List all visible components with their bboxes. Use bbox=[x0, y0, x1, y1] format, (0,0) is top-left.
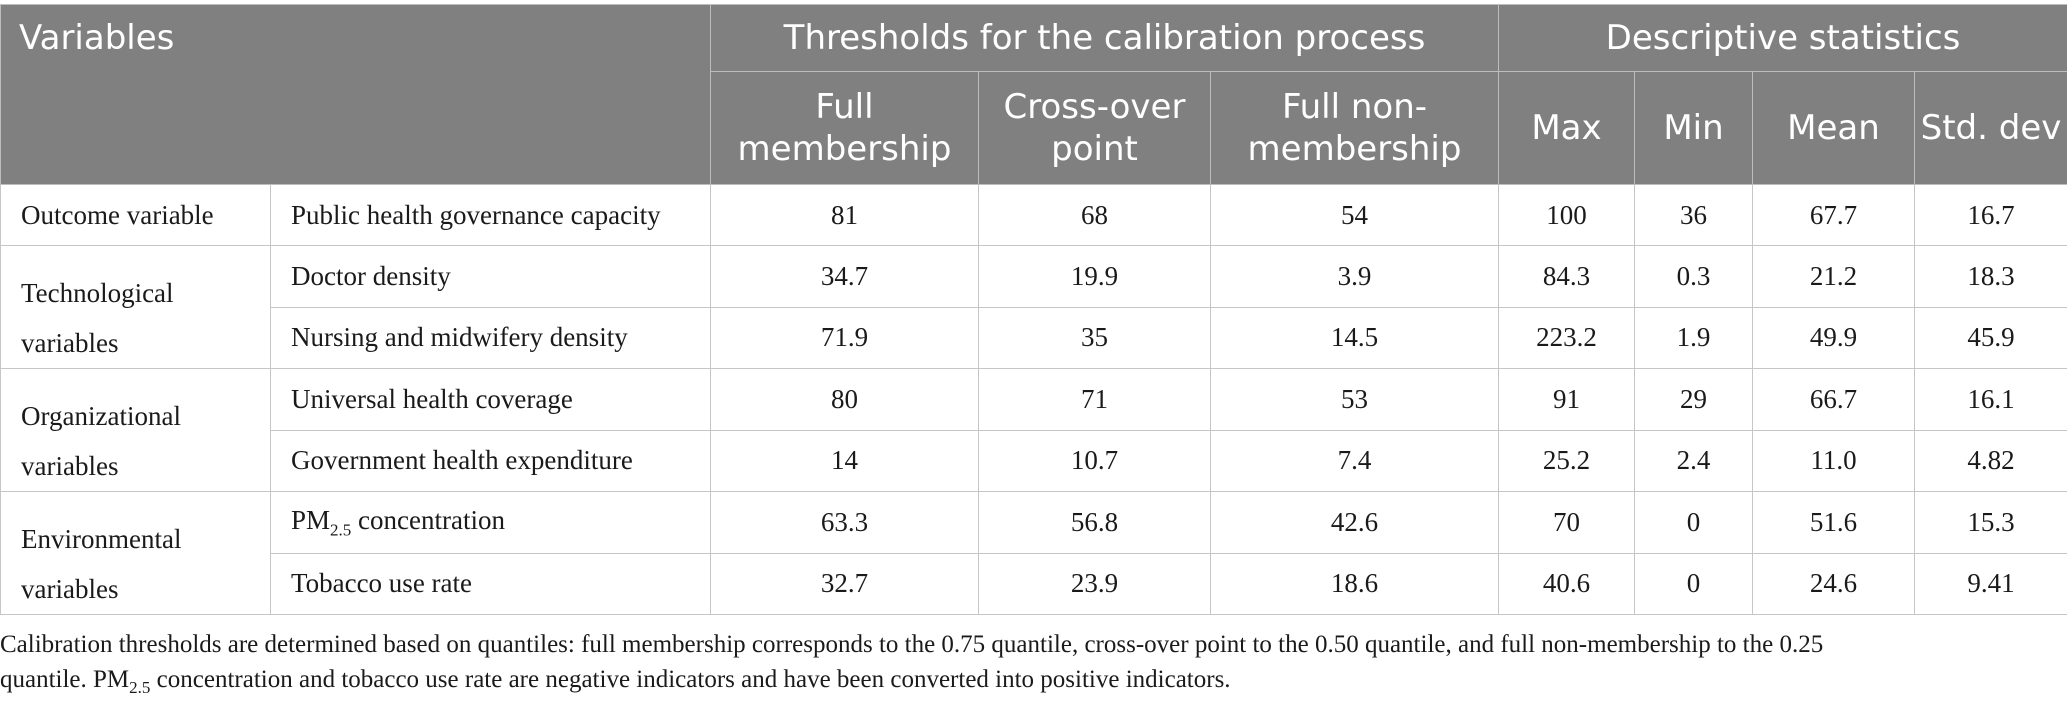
cell-mean: 67.7 bbox=[1753, 185, 1915, 246]
stats-group-header: Descriptive statistics bbox=[1499, 5, 2067, 72]
table-row: Nursing and midwifery density 71.9 35 14… bbox=[1, 307, 2067, 369]
pm-prefix: PM bbox=[291, 505, 330, 535]
table-header: Variables Thresholds for the calibration… bbox=[1, 5, 2067, 185]
cell-max: 100 bbox=[1499, 185, 1635, 246]
cell-mean: 49.9 bbox=[1753, 307, 1915, 369]
variable-name: Universal health coverage bbox=[271, 369, 711, 431]
table-row: Environmental variables PM2.5 concentrat… bbox=[1, 492, 2067, 554]
cell-max: 40.6 bbox=[1499, 553, 1635, 615]
cell-cross-over-point: 71 bbox=[979, 369, 1211, 431]
col-full-non-membership: Full non-membership bbox=[1211, 72, 1499, 185]
table-body: Outcome variable Public health governanc… bbox=[1, 185, 2067, 615]
cell-full-membership: 71.9 bbox=[711, 307, 979, 369]
pm-suffix: concentration bbox=[351, 505, 505, 535]
col-max: Max bbox=[1499, 72, 1635, 185]
calibration-table: Variables Thresholds for the calibration… bbox=[0, 4, 2067, 615]
variable-name: PM2.5 concentration bbox=[271, 492, 711, 554]
group-label-organizational: Organizational variables bbox=[1, 369, 271, 492]
group-label-outcome: Outcome variable bbox=[1, 185, 271, 246]
footnote-line-2: quantile. PM2.5 concentration and tobacc… bbox=[0, 662, 2067, 705]
table-row: Organizational variables Universal healt… bbox=[1, 369, 2067, 431]
thresholds-group-header: Thresholds for the calibration process bbox=[711, 5, 1499, 72]
cell-std-dev: 15.3 bbox=[1915, 492, 2067, 554]
footnote-text-start: quantile. PM bbox=[0, 666, 129, 693]
cell-mean: 21.2 bbox=[1753, 246, 1915, 308]
cell-cross-over-point: 19.9 bbox=[979, 246, 1211, 308]
cell-full-membership: 14 bbox=[711, 430, 979, 492]
group-label-technological: Technological variables bbox=[1, 246, 271, 369]
table-container: Variables Thresholds for the calibration… bbox=[0, 4, 2067, 615]
cell-max: 223.2 bbox=[1499, 307, 1635, 369]
cell-mean: 24.6 bbox=[1753, 553, 1915, 615]
footnote-line-1: Calibration thresholds are determined ba… bbox=[0, 627, 2067, 662]
cell-mean: 66.7 bbox=[1753, 369, 1915, 431]
variables-header: Variables bbox=[1, 5, 711, 185]
pm-subscript: 2.5 bbox=[330, 520, 351, 539]
cell-min: 29 bbox=[1635, 369, 1753, 431]
variable-name: Government health expenditure bbox=[271, 430, 711, 492]
cell-full-non-membership: 42.6 bbox=[1211, 492, 1499, 554]
cell-max: 84.3 bbox=[1499, 246, 1635, 308]
col-min: Min bbox=[1635, 72, 1753, 185]
cell-full-membership: 34.7 bbox=[711, 246, 979, 308]
cell-min: 0.3 bbox=[1635, 246, 1753, 308]
variable-name: Nursing and midwifery density bbox=[271, 307, 711, 369]
cell-full-membership: 32.7 bbox=[711, 553, 979, 615]
table-footnote: Calibration thresholds are determined ba… bbox=[0, 627, 2067, 705]
cell-cross-over-point: 10.7 bbox=[979, 430, 1211, 492]
col-std-dev: Std. dev bbox=[1915, 72, 2067, 185]
cell-std-dev: 9.41 bbox=[1915, 553, 2067, 615]
cell-mean: 51.6 bbox=[1753, 492, 1915, 554]
cell-cross-over-point: 56.8 bbox=[979, 492, 1211, 554]
cell-std-dev: 4.82 bbox=[1915, 430, 2067, 492]
cell-full-non-membership: 18.6 bbox=[1211, 553, 1499, 615]
cell-max: 70 bbox=[1499, 492, 1635, 554]
cell-min: 0 bbox=[1635, 553, 1753, 615]
cell-full-non-membership: 14.5 bbox=[1211, 307, 1499, 369]
cell-std-dev: 18.3 bbox=[1915, 246, 2067, 308]
cell-mean: 11.0 bbox=[1753, 430, 1915, 492]
cell-full-membership: 81 bbox=[711, 185, 979, 246]
col-mean: Mean bbox=[1753, 72, 1915, 185]
table-row: Technological variables Doctor density 3… bbox=[1, 246, 2067, 308]
cell-cross-over-point: 23.9 bbox=[979, 553, 1211, 615]
group-label-environmental: Environmental variables bbox=[1, 492, 271, 615]
cell-std-dev: 16.1 bbox=[1915, 369, 2067, 431]
variable-name: Tobacco use rate bbox=[271, 553, 711, 615]
cell-min: 0 bbox=[1635, 492, 1753, 554]
footnote-text-end: concentration and tobacco use rate are n… bbox=[150, 666, 1230, 693]
table-row: Outcome variable Public health governanc… bbox=[1, 185, 2067, 246]
cell-std-dev: 45.9 bbox=[1915, 307, 2067, 369]
cell-min: 2.4 bbox=[1635, 430, 1753, 492]
footnote-subscript: 2.5 bbox=[129, 678, 150, 697]
table-row: Tobacco use rate 32.7 23.9 18.6 40.6 0 2… bbox=[1, 553, 2067, 615]
cell-min: 1.9 bbox=[1635, 307, 1753, 369]
cell-full-non-membership: 54 bbox=[1211, 185, 1499, 246]
cell-max: 91 bbox=[1499, 369, 1635, 431]
cell-full-membership: 80 bbox=[711, 369, 979, 431]
variable-name: Public health governance capacity bbox=[271, 185, 711, 246]
cell-full-non-membership: 7.4 bbox=[1211, 430, 1499, 492]
col-cross-over-point: Cross-over point bbox=[979, 72, 1211, 185]
cell-full-non-membership: 3.9 bbox=[1211, 246, 1499, 308]
col-full-membership: Full membership bbox=[711, 72, 979, 185]
cell-std-dev: 16.7 bbox=[1915, 185, 2067, 246]
table-row: Government health expenditure 14 10.7 7.… bbox=[1, 430, 2067, 492]
cell-cross-over-point: 68 bbox=[979, 185, 1211, 246]
variable-name: Doctor density bbox=[271, 246, 711, 308]
cell-full-membership: 63.3 bbox=[711, 492, 979, 554]
cell-max: 25.2 bbox=[1499, 430, 1635, 492]
cell-full-non-membership: 53 bbox=[1211, 369, 1499, 431]
cell-min: 36 bbox=[1635, 185, 1753, 246]
cell-cross-over-point: 35 bbox=[979, 307, 1211, 369]
